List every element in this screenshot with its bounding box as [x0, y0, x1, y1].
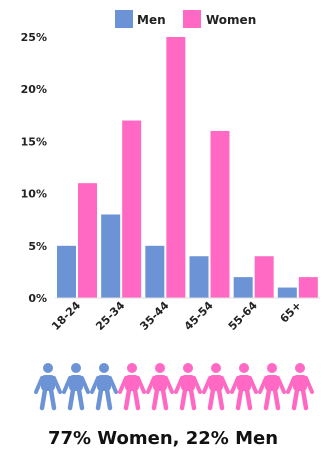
x-tick-label: 45-54 [182, 299, 216, 333]
bar-women-65+ [298, 277, 318, 298]
legend: Men Women [115, 10, 256, 28]
x-tick-label: 35-44 [137, 299, 171, 333]
bar-men-18-24 [57, 245, 76, 298]
y-tick-label: 10% [21, 188, 47, 201]
bar-men-65+ [277, 287, 297, 298]
bar-women-45-54 [210, 130, 230, 298]
woman-person-icon [118, 363, 146, 411]
bar-men-55-64 [233, 277, 253, 298]
woman-person-icon [230, 363, 258, 411]
bar-women-35-44 [166, 37, 186, 298]
y-tick-label: 15% [21, 135, 47, 148]
legend-label-men: Men [137, 13, 166, 27]
woman-person-icon [146, 363, 174, 411]
bar-women-55-64 [254, 256, 274, 298]
x-tick-label: 25-34 [93, 299, 127, 333]
y-tick-label: 5% [28, 240, 47, 253]
x-tick-label: 65+ [277, 299, 304, 326]
bar-men-45-54 [189, 256, 209, 298]
bar-women-25-34 [122, 120, 142, 299]
x-axis: 18-24 25-34 35-44 45-54 55-64 65+ [49, 299, 304, 333]
pictogram [34, 363, 314, 411]
x-tick-label: 18-24 [49, 299, 83, 333]
y-tick-label: 25% [21, 31, 47, 44]
y-tick-label: 20% [21, 83, 47, 96]
x-tick-label: 55-64 [226, 299, 260, 333]
woman-person-icon [258, 363, 286, 411]
legend-label-women: Women [206, 13, 256, 27]
legend-swatch-women [183, 10, 201, 28]
woman-person-icon [202, 363, 230, 411]
y-axis: 0% 5% 10% 15% 20% 25% [21, 31, 47, 305]
woman-person-icon [286, 363, 314, 411]
bar-men-35-44 [145, 245, 165, 298]
bars [57, 37, 318, 299]
summary-text: 77% Women, 22% Men [48, 428, 278, 449]
legend-swatch-men [115, 10, 133, 28]
bar-women-18-24 [78, 183, 97, 298]
man-person-icon [34, 363, 62, 411]
woman-person-icon [174, 363, 202, 411]
bar-men-25-34 [101, 214, 121, 298]
man-person-icon [62, 363, 90, 411]
y-tick-label: 0% [28, 292, 47, 305]
man-person-icon [90, 363, 118, 411]
